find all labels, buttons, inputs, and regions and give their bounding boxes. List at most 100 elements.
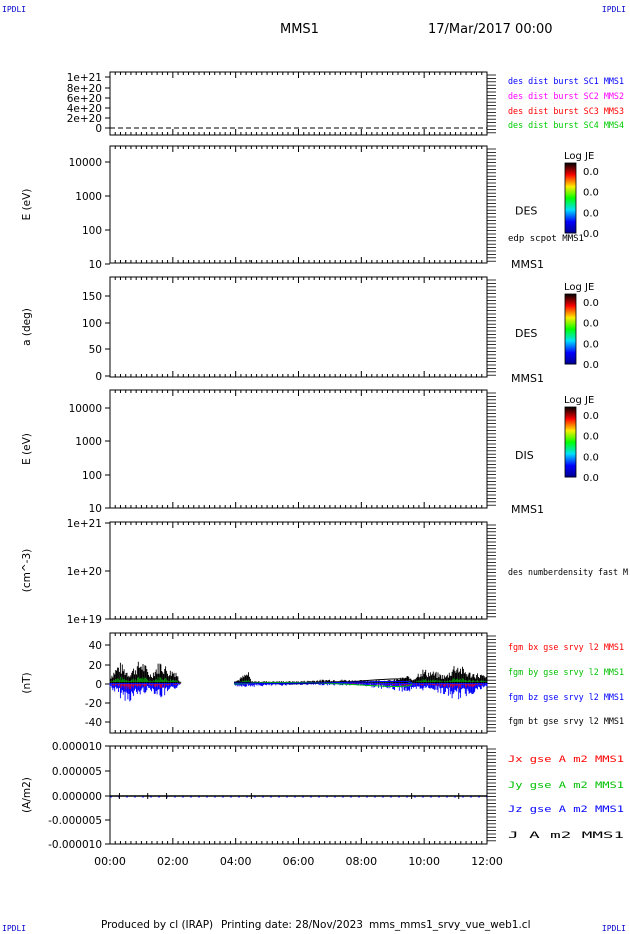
y-tick-label-dist: 0 (95, 123, 102, 135)
colorbar-segment-des_pitch (565, 340, 576, 353)
spacecraft-label-des_energy: MMS1 (511, 258, 544, 271)
legend-label-dist: des dist burst SC1 MMS1 (508, 77, 624, 87)
colorbar-segment-dis_energy (565, 430, 576, 443)
legend-label-fgm: fgm by gse srvy l2 MMS1 (508, 668, 624, 678)
x-tick-label: 12:00 (471, 855, 503, 868)
y-tick-label-density: 1e+21 (67, 518, 102, 530)
spacecraft-label-des_pitch: MMS1 (511, 372, 544, 385)
legend-label-dist: des dist burst SC3 MMS3 (508, 107, 624, 117)
colorbar-segment-des_pitch (565, 329, 576, 342)
colorbar-segment-dis_energy (565, 465, 576, 478)
colorbar-title-des_energy: Log JE (564, 151, 594, 162)
y-tick-label-fgm: 40 (89, 640, 102, 652)
legend-label-current: Jy gse A m2 MMS1 (508, 781, 624, 791)
colorbar-segment-des_pitch (565, 352, 576, 365)
instrument-label-des_energy: DES (515, 205, 537, 218)
footer-file-name: mms_mms1_srvy_vue_web1.cl (369, 919, 531, 931)
y-tick-label-dis_energy: 10000 (69, 403, 102, 415)
x-tick-label: 04:00 (220, 855, 252, 868)
y-tick-label-des_pitch: 100 (82, 318, 102, 330)
colorbar-frame-des_energy (564, 162, 577, 234)
colorbar-tick-label-dis_energy: 0.0 (583, 432, 599, 443)
colorbar-tick-label-des_energy: 0.0 (583, 167, 599, 178)
colorbar-segment-des_pitch (565, 294, 576, 307)
panel-frame-dist (109, 71, 488, 136)
colorbar-segment-des_pitch (565, 305, 576, 318)
colorbar-tick-label-des_pitch: 0.0 (583, 360, 599, 371)
plot-date: 17/Mar/2017 00:00 (428, 22, 553, 37)
y-tick-label-dist: 2e+20 (67, 113, 102, 125)
colorbar-segment-dis_energy (565, 418, 576, 431)
colorbar-segment-dis_energy (565, 453, 576, 466)
corner-mark-top-left: IPDLI (2, 5, 27, 14)
colorbar-segment-des_energy (565, 198, 576, 211)
y-tick-label-des_pitch: 0 (95, 371, 102, 383)
spacecraft-label-dis_energy: MMS1 (511, 503, 544, 516)
y-tick-label-dis_energy: 100 (82, 470, 102, 482)
x-tick-label: 10:00 (408, 855, 440, 868)
colorbar-tick-label-des_pitch: 0.0 (583, 339, 599, 350)
footer-printing-date: Printing date: 28/Nov/2023 (221, 919, 363, 931)
x-tick-label: 00:00 (94, 855, 126, 868)
bz-trace (109, 683, 488, 702)
instrument-label-dis_energy: DIS (515, 449, 534, 462)
legend-label-current: Jz gse A m2 MMS1 (508, 805, 624, 815)
corner-mark-bottom-right: IPDLI (601, 924, 626, 933)
colorbar-segment-des_energy (565, 174, 576, 187)
legend-label-density: des numberdensity fast M (508, 568, 629, 578)
x-tick-label: 02:00 (157, 855, 189, 868)
colorbar-frame-des_pitch (564, 293, 577, 365)
colorbar-tick-label-des_energy: 0.0 (583, 229, 599, 240)
y-tick-label-dist: 8e+20 (67, 83, 102, 95)
y-tick-label-current: 0.000010 (52, 741, 102, 753)
colorbar-tick-label-dis_energy: 0.0 (583, 411, 599, 422)
y-tick-label-density: 1e+20 (67, 566, 102, 578)
corner-mark-top-right: IPDLI (601, 5, 626, 14)
y-tick-label-fgm: 0 (95, 679, 102, 691)
colorbar-segment-des_energy (565, 163, 576, 176)
x-tick-label: 08:00 (345, 855, 377, 868)
colorbar-tick-label-dis_energy: 0.0 (583, 473, 599, 484)
corner-mark-bottom-left: IPDLI (2, 924, 27, 933)
y-axis-label-des_energy: E (eV) (21, 189, 33, 221)
y-axis-label-density: (cm^-3) (21, 549, 33, 592)
y-tick-label-des_energy: 10000 (69, 157, 102, 169)
colorbar-title-des_pitch: Log JE (564, 282, 594, 293)
colorbar-tick-label-des_energy: 0.0 (583, 208, 599, 219)
y-tick-label-fgm: -40 (85, 717, 102, 729)
colorbar-tick-label-des_pitch: 0.0 (583, 319, 599, 330)
y-tick-label-des_energy: 1000 (75, 191, 102, 203)
y-axis-label-current: (A/m2) (21, 777, 33, 813)
colorbar-tick-label-des_pitch: 0.0 (583, 298, 599, 309)
y-tick-label-dist: 1e+21 (67, 72, 102, 84)
instrument-label-des_pitch: DES (515, 327, 537, 340)
legend-label-fgm: fgm bx gse srvy l2 MMS1 (508, 643, 624, 653)
colorbar-segment-dis_energy (565, 442, 576, 455)
colorbar-title-dis_energy: Log JE (564, 395, 594, 406)
colorbar-segment-des_energy (565, 221, 576, 234)
y-tick-label-fgm: 20 (89, 660, 102, 672)
colorbar-segment-des_energy (565, 209, 576, 222)
y-tick-label-des_pitch: 50 (89, 344, 102, 356)
y-tick-label-current: 0.000000 (52, 791, 102, 803)
spacecraft-title: MMS1 (280, 22, 319, 37)
panel-frame-des_energy (109, 145, 488, 264)
y-tick-label-current: 0.000005 (52, 766, 102, 778)
colorbar-segment-des_pitch (565, 317, 576, 330)
y-tick-label-current: -0.000010 (48, 839, 102, 851)
colorbar-tick-label-dis_energy: 0.0 (583, 452, 599, 463)
colorbar-tick-label-des_energy: 0.0 (583, 188, 599, 199)
y-tick-label-dist: 6e+20 (67, 93, 102, 105)
y-tick-label-des_energy: 100 (82, 225, 102, 237)
legend-label-current: J A m2 MMS1 (508, 831, 624, 841)
legend-label-current: Jx gse A m2 MMS1 (508, 755, 624, 765)
panel-frame-density (109, 521, 488, 620)
colorbar-segment-des_energy (565, 186, 576, 199)
y-tick-label-des_energy: 10 (89, 259, 102, 271)
legend-label-dist: des dist burst SC2 MMS2 (508, 92, 624, 102)
footer-produced-by: Produced by cl (IRAP) (101, 919, 214, 931)
y-axis-label-des_pitch: a (deg) (21, 308, 33, 346)
legend-label-fgm: fgm bt gse srvy l2 MMS1 (508, 717, 624, 727)
overlay-label-des_energy: edp scpot MMS1 (508, 234, 584, 244)
